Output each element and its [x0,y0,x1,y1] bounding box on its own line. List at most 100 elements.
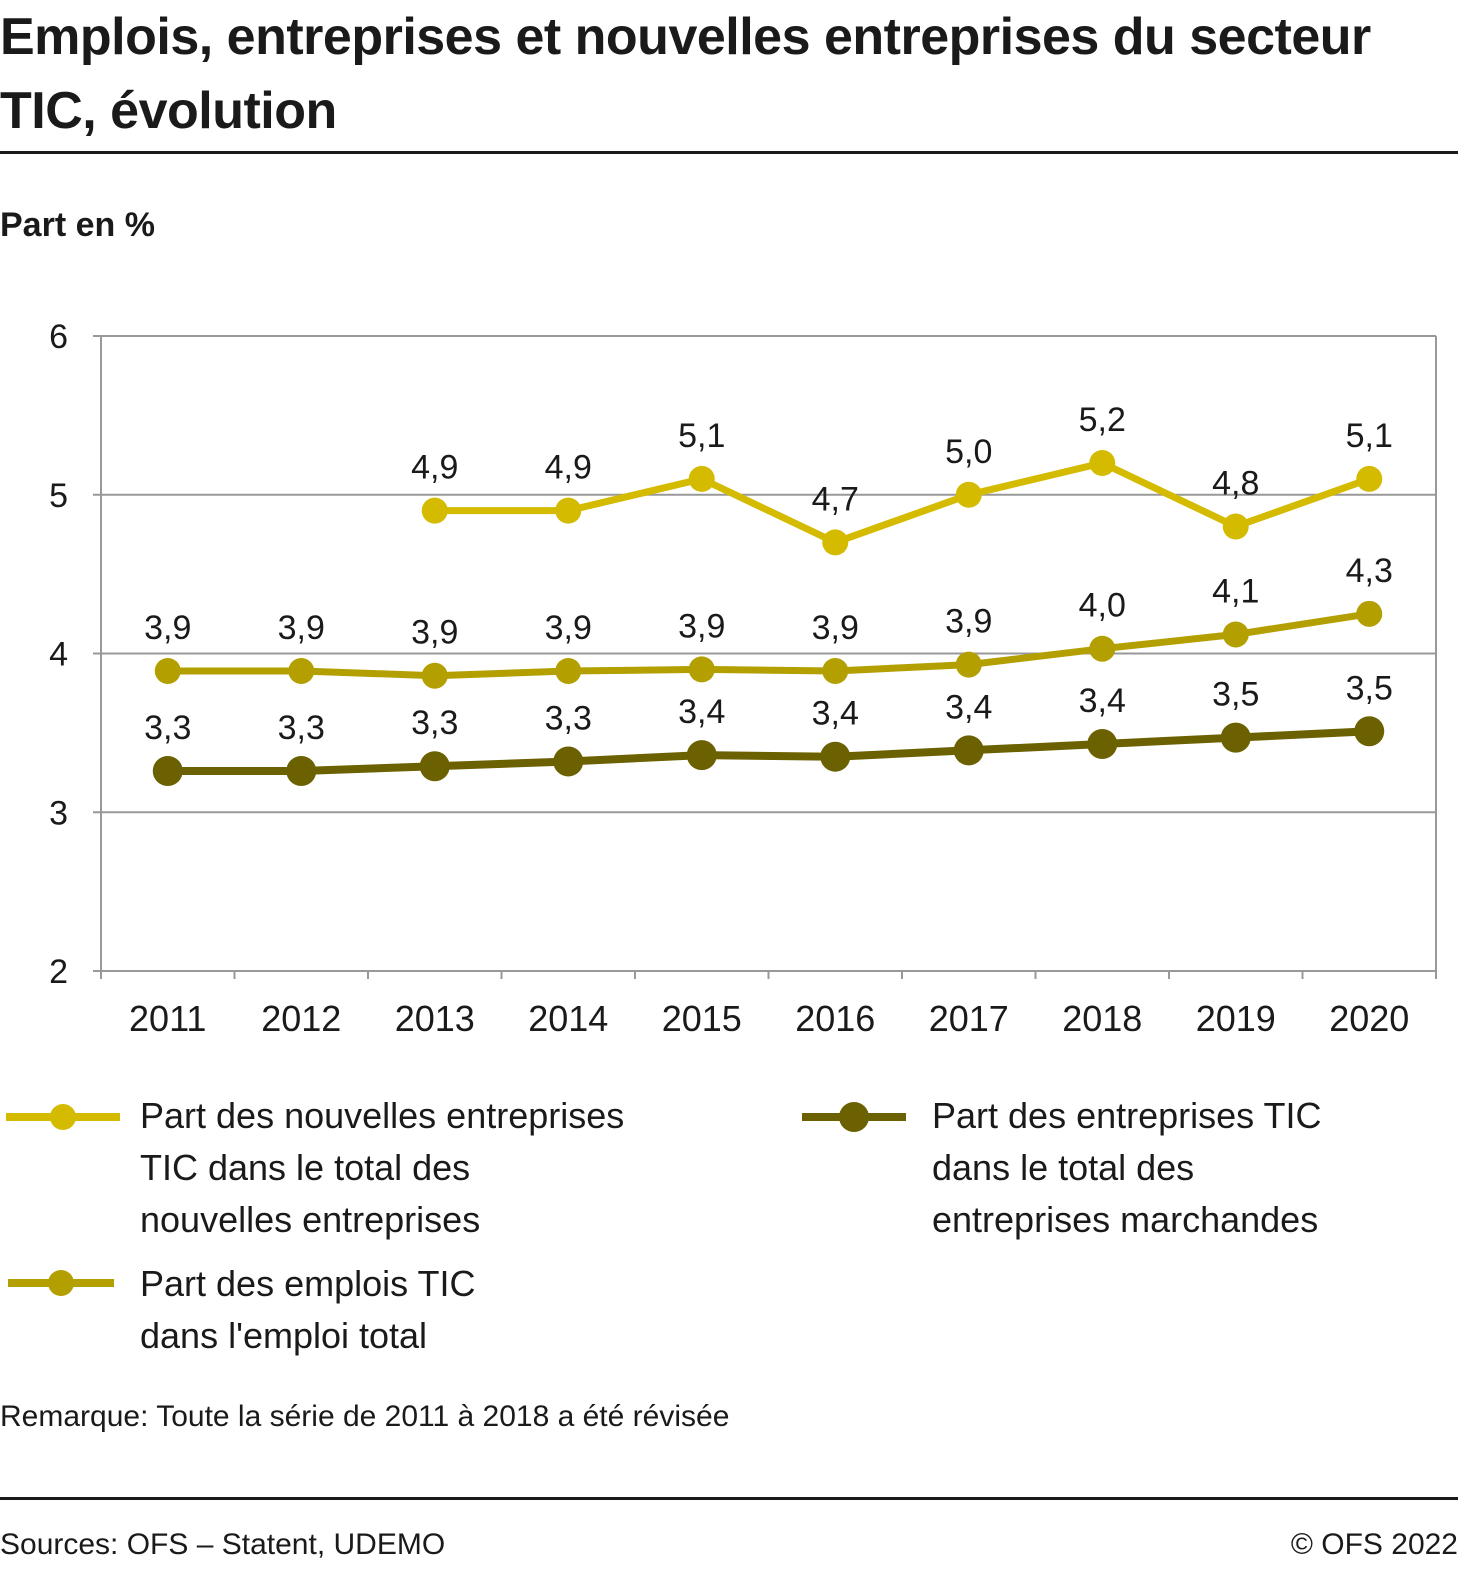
x-tick-label: 2012 [261,998,341,1039]
data-label: 4,9 [411,449,458,487]
series-line [167,727,1370,775]
data-label: 3,4 [678,693,725,731]
x-tick-label: 2017 [929,998,1009,1039]
data-label: 3,5 [1346,669,1393,707]
data-label: 3,9 [144,609,191,647]
series-line [167,610,1370,680]
legend-label-new-firms: Part des nouvelles entreprises TIC dans … [140,1090,624,1246]
x-tick-label: 2014 [528,998,608,1039]
data-point [1222,513,1249,540]
data-label: 5,2 [1079,401,1126,439]
data-label: 3,9 [678,607,725,645]
data-label: 3,5 [1212,676,1259,714]
data-label: 5,0 [945,433,992,471]
source-text: Sources: OFS – Statent, UDEMO [0,1528,446,1561]
x-tick-label: 2013 [395,998,475,1039]
data-point [152,755,183,786]
data-label: 3,3 [144,709,191,747]
data-label: 4,9 [545,449,592,487]
data-label: 4,8 [1212,465,1259,503]
data-point [555,657,582,684]
legend-swatch-jobs [8,1270,114,1296]
data-label: 4,1 [1212,572,1259,610]
data-point [421,662,448,689]
data-point [421,497,448,524]
x-tick-label: 2018 [1062,998,1142,1039]
legend-line: TIC dans le total des [140,1147,471,1188]
y-tick-label: 5 [49,477,68,515]
legend-label-firms: Part des entreprises TIC dans le total d… [932,1090,1322,1246]
legend-line: nouvelles entreprises [140,1199,481,1240]
data-label: 3,3 [411,704,458,742]
data-point [1220,722,1251,753]
legend-item-firms: Part des entreprises TIC dans le total d… [790,1090,1430,1250]
line-chart: 2 3 4 5 6 2011 2012 2013 2014 2015 2016 2017 2018 201… [49,318,1437,1039]
legend-line: dans l'emploi total [140,1315,428,1356]
legend-swatch-marker [50,1104,76,1130]
y-tick-label: 6 [49,318,68,356]
legend-line: Part des nouvelles entreprises [140,1095,625,1136]
data-point [1356,465,1383,492]
y-tick-label: 2 [49,953,68,991]
data-label: 3,9 [545,609,592,647]
y-tick-label: 3 [49,794,68,832]
x-tick-label: 2019 [1196,998,1276,1039]
footer-divider [0,1497,1458,1500]
data-label: 5,1 [1346,417,1393,455]
series-line [434,459,1371,546]
data-label: 3,4 [945,688,992,726]
data-point [822,529,849,556]
legend-label-jobs: Part des emplois TIC dans l'emploi total [140,1258,475,1362]
legend-swatch-marker [48,1270,74,1296]
data-label: 3,9 [812,609,859,647]
data-label: 3,3 [278,709,325,747]
data-point [1087,728,1118,759]
data-point [688,465,715,492]
data-label: 3,4 [812,695,859,733]
data-point [953,735,984,766]
data-point [553,746,584,777]
data-point [154,657,181,684]
data-label: 3,4 [1079,682,1126,720]
data-point [955,651,982,678]
data-point [955,481,982,508]
y-tick-label: 4 [49,636,68,674]
x-tick-label: 2020 [1329,998,1409,1039]
x-tick-label: 2011 [129,998,206,1039]
legend-swatch-new-firms [6,1104,120,1130]
legend-line: Part des emplois TIC [140,1263,476,1304]
data-label: 3,3 [545,699,592,737]
y-axis-title: Part en % [0,206,155,244]
legend-item-new-firms: Part des nouvelles entreprises TIC dans … [0,1090,720,1250]
chart-note: Remarque: Toute la série de 2011 à 2018 … [0,1400,730,1433]
legend-line: dans le total des [932,1147,1195,1188]
x-tick-label: 2015 [662,998,742,1039]
data-label: 4,7 [812,480,859,518]
data-label: 4,3 [1346,552,1393,590]
data-point [686,740,717,771]
legend-line: entreprises marchandes [932,1199,1319,1240]
legend-line: Part des entreprises TIC [932,1095,1322,1136]
data-label: 3,9 [945,603,992,641]
data-point [688,656,715,683]
data-point [820,741,851,772]
legend-item-jobs: Part des emplois TIC dans l'emploi total [0,1258,720,1368]
data-point [1354,716,1385,747]
data-point [1089,635,1116,662]
data-point [1356,600,1383,627]
data-label: 3,9 [278,609,325,647]
data-label: 5,1 [678,417,725,455]
data-point [286,755,317,786]
x-tick-label: 2016 [795,998,875,1039]
title-divider [0,151,1458,154]
legend-swatch-marker [839,1102,869,1132]
legend-swatch-firms [802,1102,906,1132]
copyright-text: © OFS 2022 [1290,1528,1458,1561]
data-point [1222,621,1249,648]
data-label: 4,0 [1079,587,1126,625]
data-point [419,751,450,782]
data-point [1089,450,1116,476]
chart-title: Emplois, entreprises et nouvelles entrep… [0,8,1371,140]
data-point [822,657,849,684]
data-point [555,497,582,524]
